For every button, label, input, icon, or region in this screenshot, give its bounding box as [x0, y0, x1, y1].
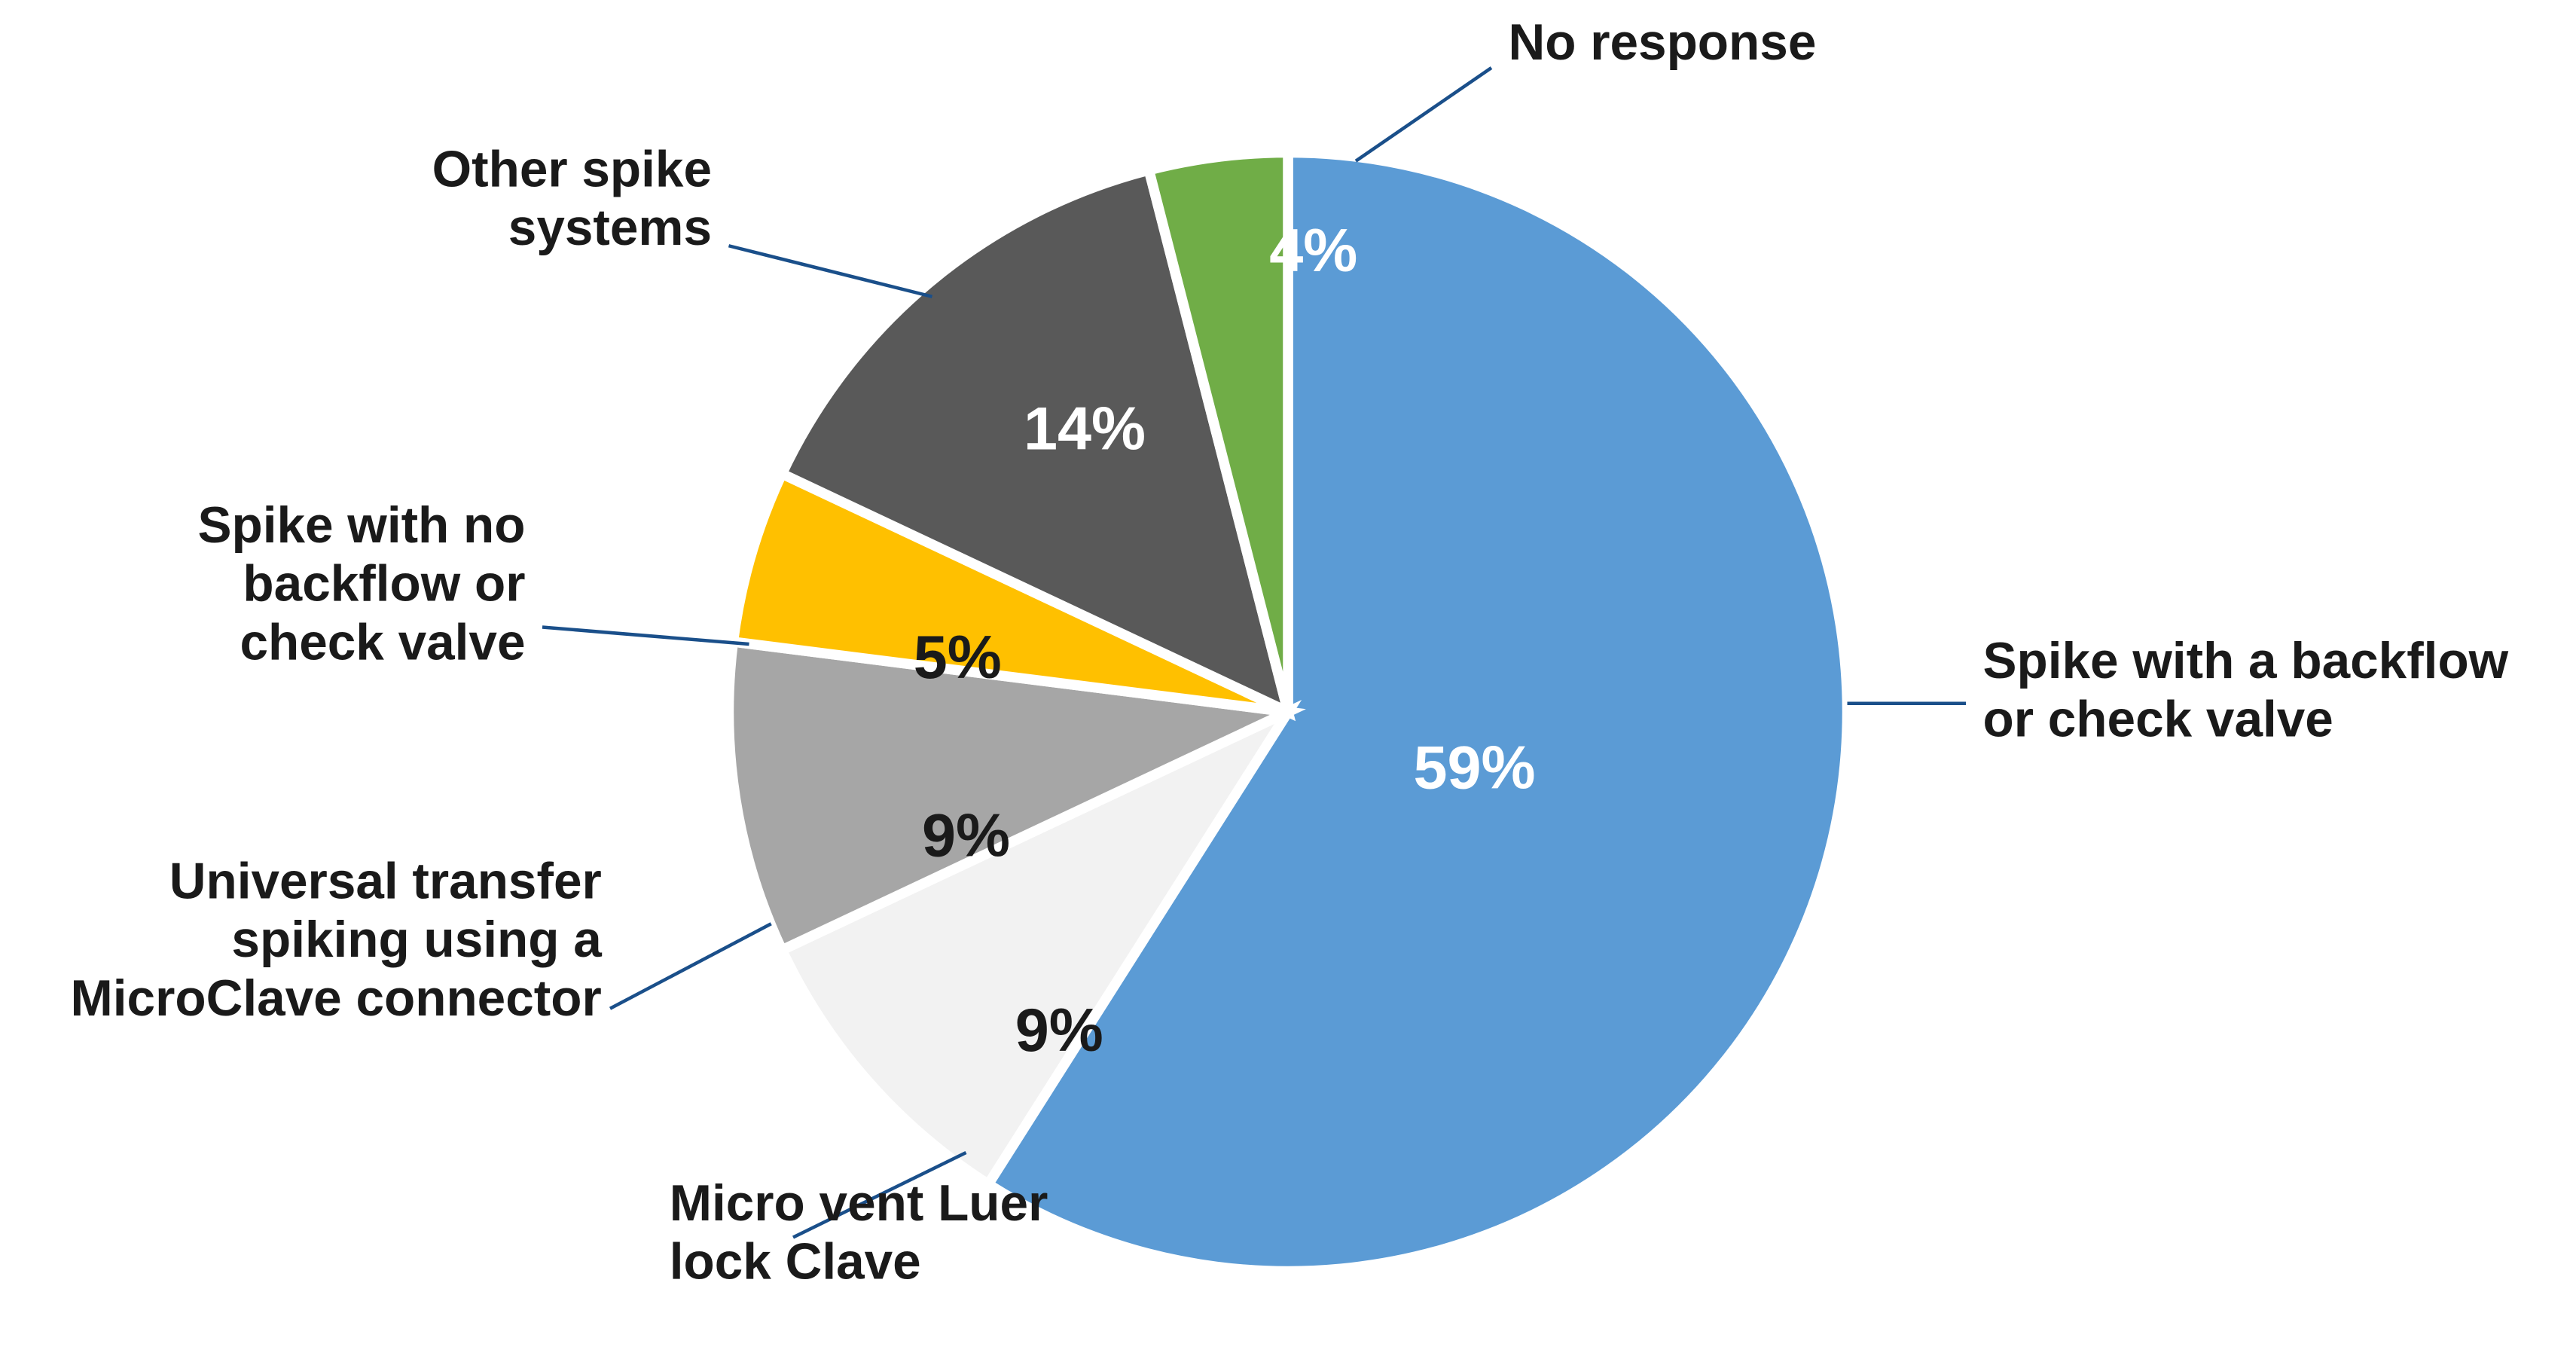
pie-chart-container: 59% 9% 9% 5% 14% 4% Spike with a backflowor ch… — [0, 0, 2576, 1356]
leader-line — [610, 924, 771, 1009]
slice-label: Spike with a backflowor check valve — [1983, 633, 2509, 748]
slice-label: Other spikesystems — [432, 142, 712, 257]
slice-label: Micro vent Luerlock Clave — [670, 1175, 1048, 1290]
slice-value: 9% — [1015, 997, 1103, 1064]
slice-value: 14% — [1024, 395, 1146, 463]
slice-value: 4% — [1269, 217, 1357, 285]
slice-value: 59% — [1413, 734, 1535, 802]
leader-line — [1356, 68, 1491, 161]
slice-label: Spike with nobackflow orcheck valve — [197, 497, 525, 670]
leader-line — [542, 628, 749, 645]
slice-value: 5% — [914, 624, 1002, 692]
slice-value: 9% — [922, 802, 1010, 869]
slice-label: No response — [1509, 14, 1817, 71]
leader-line — [729, 246, 932, 297]
pie-chart: 59% 9% 9% 5% 14% 4% Spike with a backflowor ch… — [0, 0, 2576, 1356]
slice-label: Universal transferspiking using aMicroCl… — [71, 854, 603, 1027]
